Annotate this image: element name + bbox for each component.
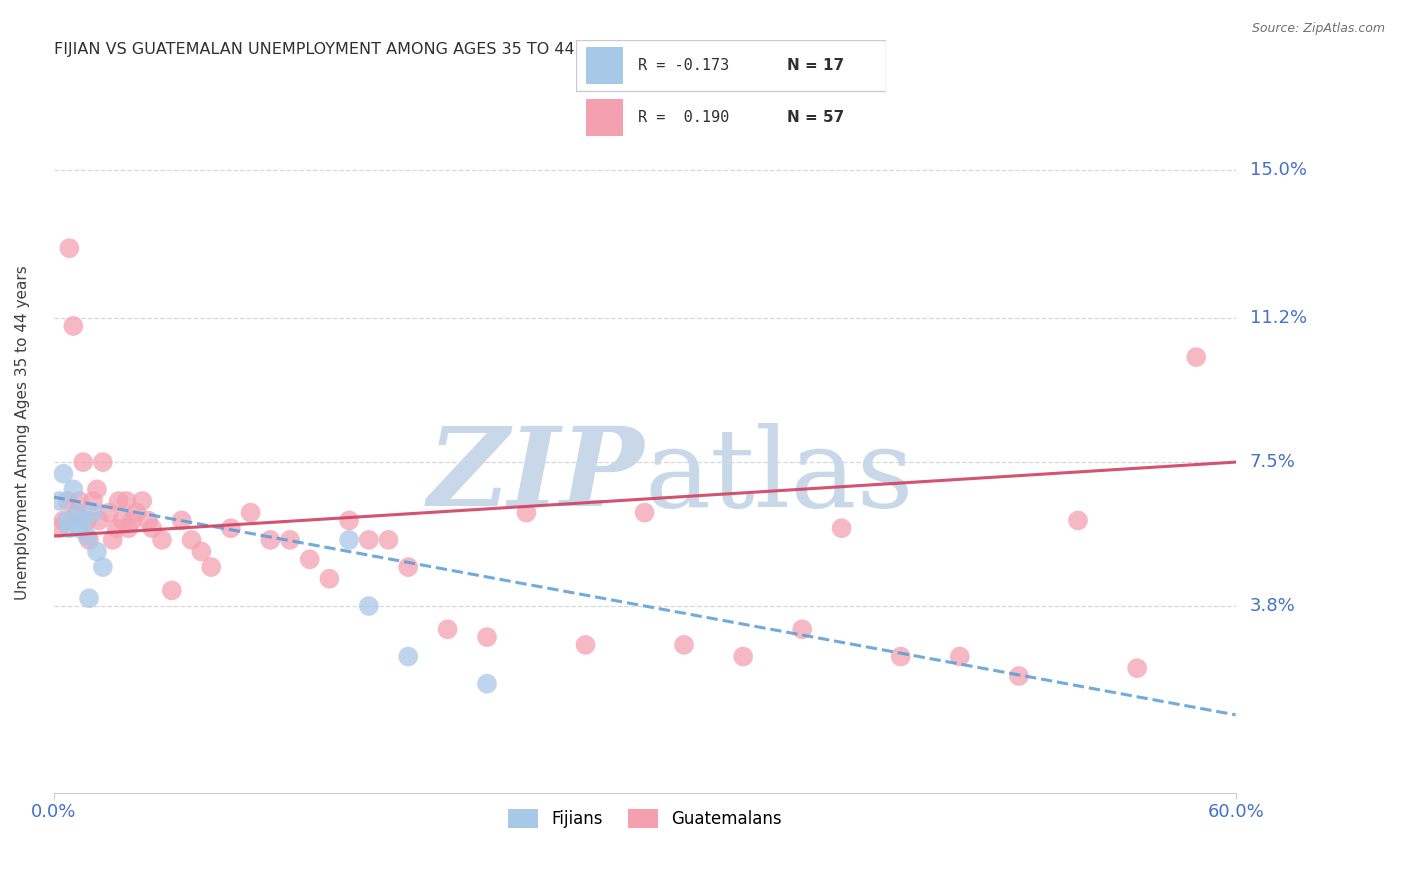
Point (56, 494, 79, 508)
Point (890, 649, 912, 664)
Point (200, 560, 222, 574)
Text: R =  0.190: R = 0.190 (638, 110, 730, 125)
Point (86, 483, 108, 497)
Point (62, 483, 84, 497)
Text: N = 17: N = 17 (787, 58, 844, 73)
Point (136, 513, 159, 527)
Point (105, 521, 128, 535)
Point (515, 506, 537, 520)
Text: 11.2%: 11.2% (1250, 310, 1306, 327)
Text: atlas: atlas (644, 423, 914, 530)
Point (82, 506, 104, 520)
Point (150, 533, 173, 547)
Point (76, 513, 98, 527)
Point (949, 649, 972, 664)
FancyBboxPatch shape (576, 40, 886, 92)
Point (170, 513, 193, 527)
Point (76, 529, 98, 543)
Legend: Fijians, Guatemalans: Fijians, Guatemalans (501, 802, 789, 835)
Point (574, 638, 596, 652)
Y-axis label: Unemployment Among Ages 35 to 44 years: Unemployment Among Ages 35 to 44 years (15, 266, 30, 600)
Point (396, 649, 419, 664)
Point (58, 241, 80, 255)
Text: 3.8%: 3.8% (1250, 597, 1295, 615)
Point (337, 513, 360, 527)
Point (52, 513, 75, 527)
Point (298, 552, 321, 566)
Text: 15.0%: 15.0% (1250, 161, 1306, 179)
Point (141, 521, 163, 535)
Point (831, 521, 853, 535)
Point (318, 572, 340, 586)
Point (475, 630, 498, 644)
Point (48, 494, 70, 508)
Text: FIJIAN VS GUATEMALAN UNEMPLOYMENT AMONG AGES 35 TO 44 YEARS CORRELATION CHART: FIJIAN VS GUATEMALAN UNEMPLOYMENT AMONG … (53, 42, 810, 57)
Point (62, 318, 84, 333)
Point (82, 494, 104, 508)
Point (91, 560, 114, 574)
Point (733, 649, 755, 664)
Point (72, 513, 94, 527)
Point (131, 494, 153, 508)
Point (190, 544, 212, 558)
Point (66, 506, 89, 520)
Text: R = -0.173: R = -0.173 (638, 58, 730, 73)
Point (396, 560, 419, 574)
Point (115, 494, 138, 508)
Point (67, 494, 90, 508)
Point (633, 506, 655, 520)
Point (121, 513, 143, 527)
Point (160, 583, 183, 598)
Point (259, 533, 281, 547)
Text: ZIP: ZIP (427, 422, 644, 530)
Point (673, 638, 696, 652)
Point (77, 533, 100, 547)
Point (97, 506, 120, 520)
Text: 7.5%: 7.5% (1250, 453, 1295, 471)
Point (125, 506, 148, 520)
Point (58, 521, 80, 535)
Point (117, 521, 139, 535)
Point (72, 455, 94, 469)
Point (77, 591, 100, 606)
FancyBboxPatch shape (586, 99, 623, 136)
Point (107, 494, 129, 508)
Point (1126, 661, 1149, 675)
Point (180, 533, 202, 547)
Point (52, 467, 75, 481)
Point (86, 544, 108, 558)
Point (278, 533, 301, 547)
FancyBboxPatch shape (586, 47, 623, 84)
Text: Source: ZipAtlas.com: Source: ZipAtlas.com (1251, 22, 1385, 36)
Point (377, 533, 399, 547)
Point (239, 506, 262, 520)
Point (357, 533, 380, 547)
Point (337, 533, 360, 547)
Point (87, 513, 110, 527)
Point (475, 677, 498, 691)
Point (91, 455, 114, 469)
Point (357, 599, 380, 613)
Point (1008, 669, 1031, 683)
Point (1067, 513, 1090, 527)
Point (111, 513, 134, 527)
Point (48, 521, 70, 535)
Point (219, 521, 242, 535)
Text: N = 57: N = 57 (787, 110, 844, 125)
Point (56, 513, 79, 527)
Point (101, 533, 124, 547)
Point (66, 506, 89, 520)
Point (436, 623, 458, 637)
Point (1185, 350, 1208, 364)
Point (67, 521, 90, 535)
Point (792, 623, 814, 637)
